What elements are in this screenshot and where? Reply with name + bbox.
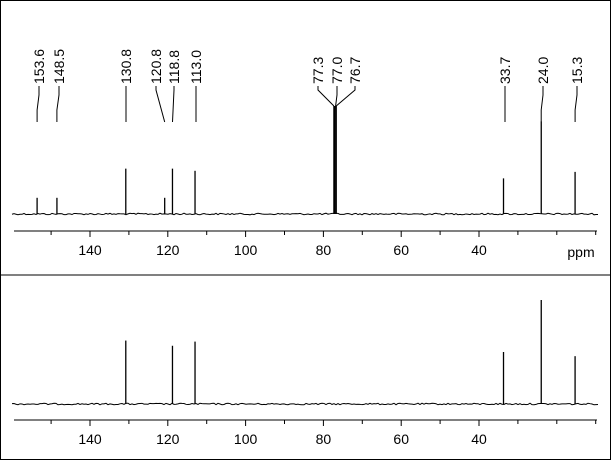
peak-label: 113.0	[188, 50, 204, 84]
x-axis-unit-label: ppm	[567, 244, 594, 260]
x-axis-top: 140 120 100 80 60 40	[14, 230, 597, 258]
tick-label: 100	[234, 431, 258, 447]
peak-leader-line	[540, 86, 544, 122]
peak-label: 118.8	[166, 50, 182, 84]
tick-label: 40	[471, 431, 487, 447]
peak-label: 120.8	[148, 49, 164, 84]
peak-leader-line	[574, 86, 578, 122]
peak-leader-line	[317, 86, 335, 107]
peak-leader-line	[334, 86, 338, 111]
spectrum-panel-top: 140 120 100 80 60 40 153.6 148.5 130.8 120.8 118.…	[11, 49, 599, 260]
baseline-noise	[11, 402, 599, 406]
tick-label: 120	[156, 242, 180, 258]
tick-label: 100	[234, 242, 258, 258]
peak-leader-line	[172, 86, 175, 123]
peak-label: 153.6	[31, 49, 47, 84]
spectrum-panel-bottom: 140 120 100 80 60 40	[11, 300, 599, 447]
peak-label: 77.3	[310, 57, 326, 84]
tick-label: 60	[393, 242, 409, 258]
peak-label: 33.7	[497, 57, 513, 84]
peak-label: 76.7	[347, 57, 363, 84]
peak-label: 77.0	[329, 57, 345, 84]
peak-label: 15.3	[569, 57, 585, 84]
x-axis-bottom: 140 120 100 80 60 40	[14, 419, 597, 447]
peak-leader-line	[155, 86, 166, 123]
baseline-noise	[11, 212, 599, 216]
peak-label: 24.0	[535, 57, 551, 84]
tick-label: 80	[316, 242, 332, 258]
tick-label: 140	[78, 242, 102, 258]
peak-label: 130.8	[118, 49, 134, 84]
peak-leader-line	[335, 86, 356, 107]
peak-leader-line	[56, 86, 60, 122]
peak-leader-line	[36, 86, 40, 122]
tick-label: 40	[471, 242, 487, 258]
tick-label: 120	[156, 431, 180, 447]
tick-label: 60	[393, 431, 409, 447]
spectrum-trace-top	[11, 106, 599, 216]
spectrum-trace-bottom	[11, 300, 599, 406]
peak-labels-top: 153.6 148.5 130.8 120.8 118.8 113.0 77.3 77.0 76…	[31, 49, 585, 123]
tick-label: 140	[78, 431, 102, 447]
peak-label: 148.5	[51, 49, 67, 84]
tick-label: 80	[316, 431, 332, 447]
